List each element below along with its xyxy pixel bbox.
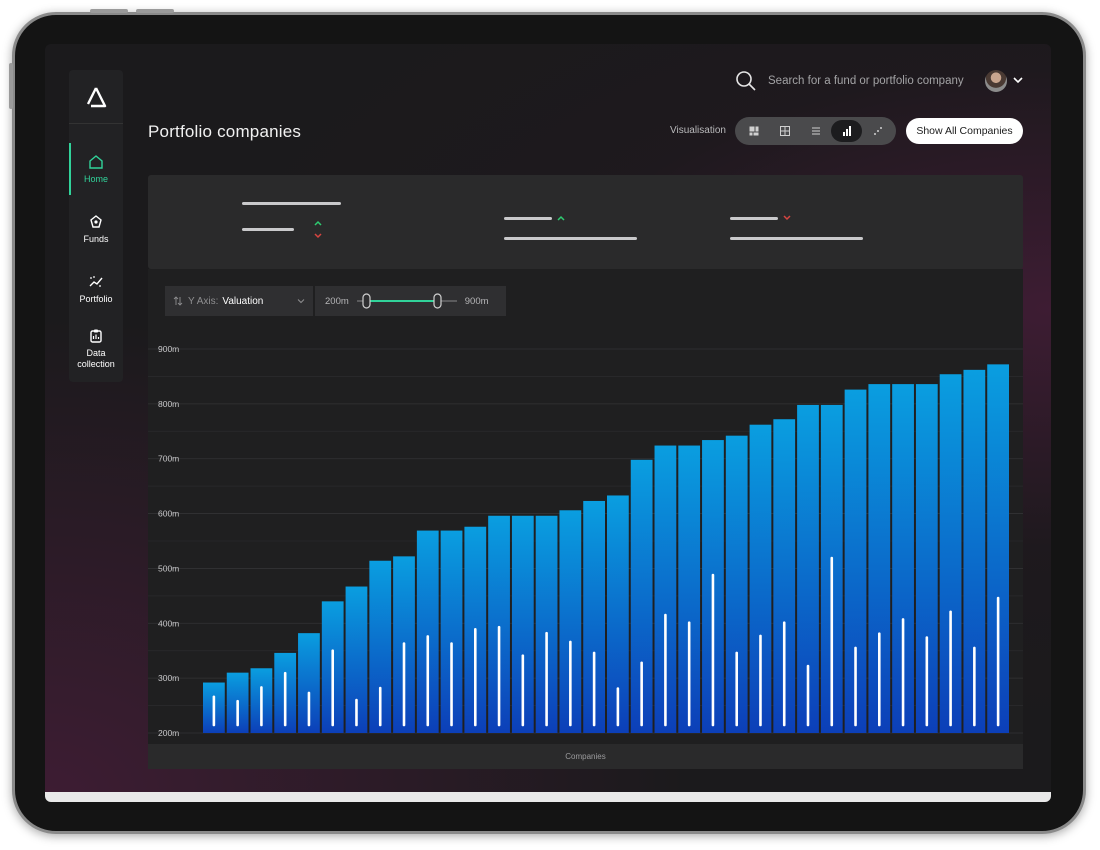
- delta-logo-icon[interactable]: [69, 70, 123, 124]
- range-max-label: 900m: [464, 295, 489, 307]
- bar[interactable]: [440, 530, 463, 733]
- sidebar-item-portfolio[interactable]: Portfolio: [69, 263, 123, 315]
- bar[interactable]: [797, 404, 819, 733]
- bar[interactable]: [725, 435, 748, 733]
- bar[interactable]: [749, 424, 772, 733]
- bar[interactable]: [630, 459, 653, 733]
- list-icon: [811, 127, 820, 135]
- tablet-screen-edge: [45, 792, 1051, 802]
- summary-placeholder-line: [730, 217, 778, 220]
- sidebar-item-label: Data collection: [77, 348, 115, 369]
- y-tick-label: 300m: [158, 673, 179, 683]
- bar[interactable]: [559, 510, 582, 733]
- chevron-down-icon[interactable]: [1012, 74, 1024, 86]
- trend-up-icon: [557, 215, 565, 221]
- portfolio-icon: [89, 275, 103, 287]
- search-input[interactable]: Search for a fund or portfolio company: [768, 75, 964, 87]
- sidebar-item-label: Home: [83, 173, 108, 184]
- y-tick-label: 500m: [158, 563, 179, 573]
- bar[interactable]: [654, 445, 677, 733]
- funds-icon: [90, 214, 102, 228]
- app-screen: Home Funds Portfolio Data collection Por…: [45, 44, 1051, 800]
- sort-icon: [173, 296, 183, 306]
- valuation-bar-chart: 200m 300m 400m 500m 600m 700m 800m 900m: [148, 344, 1023, 738]
- tablet-button: [90, 9, 128, 13]
- bar[interactable]: [583, 500, 605, 733]
- y-tick-label: 400m: [158, 618, 179, 628]
- chart-panel: Y Axis: Valuation 200m 900m 200m 300m 400m…: [148, 269, 1023, 769]
- sidebar-item-funds[interactable]: Funds: [69, 203, 123, 255]
- view-bar-chart-button[interactable]: [831, 120, 862, 142]
- bar[interactable]: [345, 586, 368, 733]
- y-tick-label: 900m: [158, 344, 179, 354]
- avatar[interactable]: [985, 70, 1007, 92]
- tablet-button: [136, 9, 174, 13]
- sidebar-item-label: Funds: [83, 233, 109, 244]
- bar[interactable]: [939, 374, 962, 733]
- search-icon[interactable]: [735, 70, 757, 92]
- clipboard-icon: [90, 329, 102, 343]
- range-slider[interactable]: [355, 291, 459, 311]
- summary-placeholder-line: [242, 228, 294, 231]
- bar[interactable]: [963, 369, 986, 733]
- bar[interactable]: [844, 389, 867, 733]
- y-tick-label: 200m: [158, 728, 179, 738]
- summary-placeholder-line: [504, 217, 552, 220]
- view-treemap-button[interactable]: [738, 120, 769, 142]
- trend-down-icon: [314, 233, 322, 239]
- y-tick-label: 700m: [158, 454, 179, 464]
- bar[interactable]: [892, 384, 914, 733]
- y-axis-label: Y Axis:: [188, 295, 219, 307]
- bar[interactable]: [915, 384, 938, 733]
- x-axis-label: Companies: [565, 752, 606, 761]
- view-list-button[interactable]: [800, 120, 831, 142]
- bar[interactable]: [868, 384, 891, 733]
- bar[interactable]: [535, 515, 558, 733]
- summary-placeholder-line: [730, 237, 863, 240]
- range-max-handle[interactable]: [433, 293, 442, 309]
- bar[interactable]: [678, 445, 701, 733]
- page-title: Portfolio companies: [148, 122, 302, 141]
- treemap-icon: [749, 126, 758, 136]
- trend-up-icon: [314, 220, 322, 226]
- range-filter: 200m 900m: [315, 286, 506, 316]
- grid-icon: [779, 126, 790, 136]
- visualisation-toggle: [735, 117, 896, 145]
- trend-down-icon: [783, 215, 791, 221]
- range-min-label: 200m: [325, 295, 349, 307]
- show-all-companies-button[interactable]: Show All Companies: [906, 118, 1023, 144]
- summary-placeholder-line: [242, 202, 341, 205]
- sidebar: Home Funds Portfolio Data collection: [69, 70, 123, 382]
- bar[interactable]: [607, 495, 629, 733]
- scatter-icon: [873, 127, 882, 135]
- bar-chart-icon: [842, 126, 851, 136]
- home-icon: [89, 154, 103, 169]
- bar[interactable]: [369, 560, 392, 733]
- bar[interactable]: [416, 530, 439, 733]
- y-tick-label: 800m: [158, 399, 179, 409]
- view-scatter-button[interactable]: [862, 120, 893, 142]
- visualisation-label: Visualisation: [670, 125, 726, 136]
- y-tick-label: 600m: [158, 509, 179, 519]
- y-axis-value: Valuation: [222, 295, 264, 307]
- y-axis-select[interactable]: Y Axis: Valuation: [165, 286, 313, 316]
- x-axis-footer: Companies: [148, 744, 1023, 769]
- bar[interactable]: [773, 419, 796, 733]
- bar[interactable]: [298, 633, 320, 733]
- search-bar[interactable]: Search for a fund or portfolio company: [735, 70, 964, 92]
- chevron-down-icon: [297, 299, 305, 304]
- sidebar-item-label: Portfolio: [79, 293, 113, 304]
- summary-panel: [148, 175, 1023, 269]
- bar[interactable]: [511, 515, 534, 733]
- sidebar-item-data-collection[interactable]: Data collection: [69, 323, 123, 375]
- bar[interactable]: [488, 515, 510, 733]
- range-min-handle[interactable]: [362, 293, 371, 309]
- view-grid-button[interactable]: [769, 120, 800, 142]
- sidebar-item-home[interactable]: Home: [69, 143, 123, 195]
- bar[interactable]: [987, 364, 1009, 733]
- tablet-side-button: [9, 63, 13, 109]
- summary-placeholder-line: [504, 237, 637, 240]
